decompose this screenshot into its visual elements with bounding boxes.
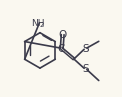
Text: 2: 2	[39, 22, 44, 28]
Text: C: C	[58, 43, 65, 54]
Text: S: S	[82, 43, 89, 54]
Text: S: S	[82, 64, 89, 74]
Text: O: O	[58, 30, 67, 40]
Text: NH: NH	[31, 19, 45, 28]
